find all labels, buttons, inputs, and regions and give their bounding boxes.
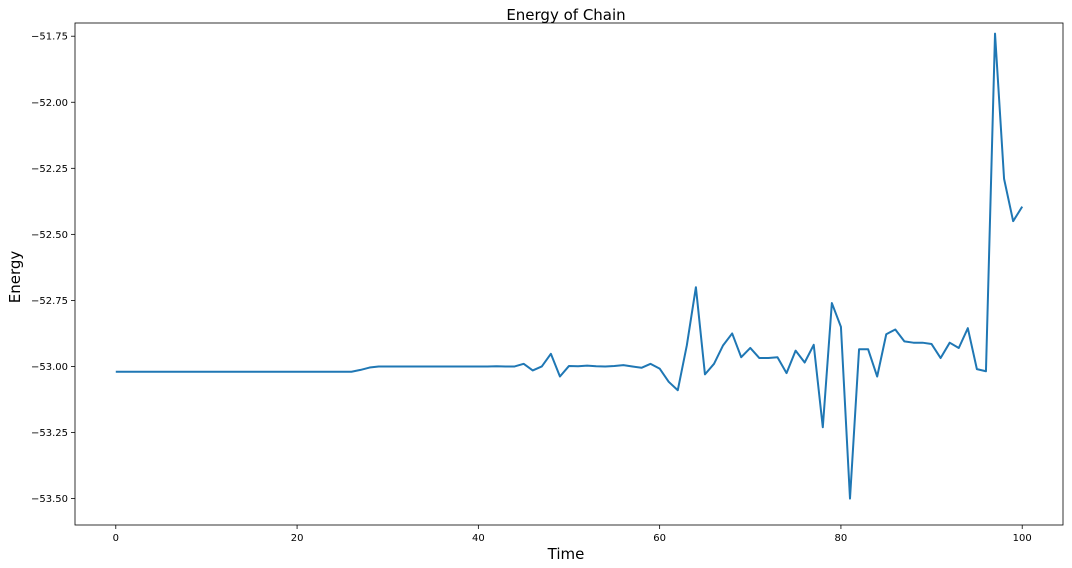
series-line: [115, 32, 1024, 500]
x-axis-title: Time: [547, 545, 585, 563]
y-tick-label: −53.50: [31, 494, 68, 505]
y-axis-title: Energy: [6, 251, 24, 304]
x-tick-label: 20: [291, 533, 304, 544]
y-tick-label: −52.75: [31, 296, 68, 307]
x-tick-label: 60: [653, 533, 666, 544]
y-tick-label: −52.00: [31, 98, 68, 109]
x-tick-label: 0: [113, 533, 119, 544]
y-tick-label: −53.00: [31, 362, 68, 373]
y-tick-label: −52.25: [31, 164, 68, 175]
chart-title: Energy of Chain: [506, 6, 625, 24]
plot-area: 0 20 40 60 80 100 −51.75 −52.00 −52.25 −52.50 −52.…: [31, 22, 1064, 544]
axes-frame: [74, 22, 1064, 526]
x-tick-label: 80: [835, 533, 848, 544]
x-tick-label: 40: [472, 533, 485, 544]
x-tick-label: 100: [1013, 533, 1032, 544]
y-tick-label: −52.50: [31, 230, 68, 241]
y-tick-label: −53.25: [31, 428, 68, 439]
y-tick-label: −51.75: [31, 32, 68, 43]
